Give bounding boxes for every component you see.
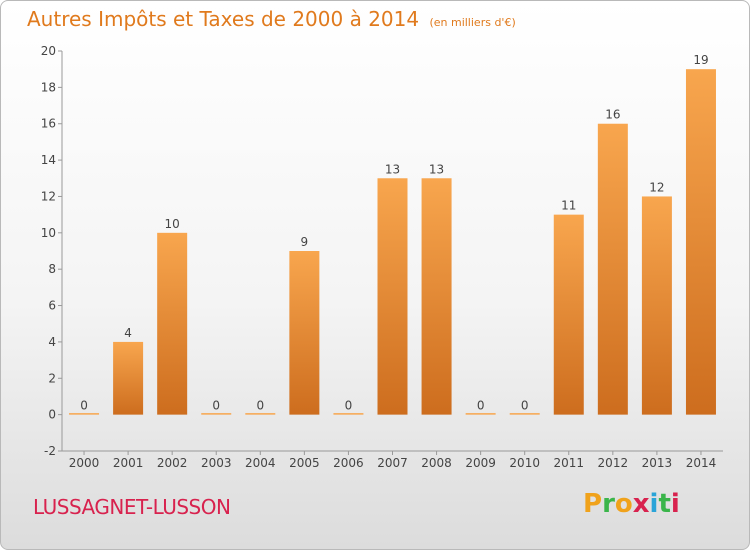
bar-value-label: 19 — [693, 53, 708, 67]
x-tick-label: 2007 — [377, 456, 408, 470]
x-tick-label: 2000 — [69, 456, 100, 470]
x-tick-label: 2014 — [686, 456, 717, 470]
bar-value-label: 0 — [212, 399, 220, 413]
x-tick-label: 2008 — [421, 456, 452, 470]
x-tick-label: 2001 — [113, 456, 144, 470]
x-tick-label: 2009 — [465, 456, 496, 470]
bar — [685, 69, 716, 415]
logo-letter: t — [658, 489, 671, 519]
logo-letter: o — [614, 489, 633, 519]
bar — [289, 251, 320, 415]
bar — [641, 196, 672, 415]
y-tick-label: 8 — [48, 262, 56, 276]
bar — [597, 123, 628, 415]
x-tick-label: 2012 — [598, 456, 629, 470]
y-tick-label: 4 — [48, 335, 56, 349]
logo-letter: i — [649, 489, 659, 519]
y-tick-label: -2 — [44, 444, 56, 458]
bar — [69, 413, 100, 415]
bar — [465, 413, 496, 415]
y-tick-label: 10 — [41, 226, 56, 240]
bar-value-label: 16 — [605, 108, 620, 122]
axes: -2 0 2 4 6 8 10 12 14 16 18 20 2000 2001 2002 2003 2004 2… — [41, 44, 723, 470]
bar — [245, 413, 276, 415]
bar — [377, 178, 408, 415]
y-tick-label: 6 — [48, 299, 56, 313]
bar-value-label: 0 — [521, 399, 529, 413]
bar — [113, 341, 144, 415]
bar-value-label: 11 — [561, 199, 576, 213]
bar-value-label: 4 — [124, 326, 132, 340]
bar-value-label: 13 — [429, 162, 444, 176]
logo-letter: x — [632, 489, 650, 519]
bar-value-label: 13 — [385, 162, 400, 176]
bars: 0 4 10 0 0 9 0 13 13 0 0 11 16 12 19 — [69, 53, 716, 415]
logo-letter: i — [670, 489, 680, 519]
chart-title: Autres Impôts et Taxes de 2000 à 2014 (e… — [27, 7, 516, 31]
bar-value-label: 0 — [345, 399, 353, 413]
bar — [421, 178, 452, 415]
bar — [201, 413, 232, 415]
bar — [157, 232, 188, 415]
bar — [553, 214, 584, 415]
y-tick-label: 16 — [41, 117, 56, 131]
x-tick-label: 2004 — [245, 456, 276, 470]
bar-value-label: 10 — [165, 217, 180, 231]
bar — [509, 413, 540, 415]
chart-title-text: Autres Impôts et Taxes de 2000 à 2014 — [27, 7, 420, 31]
x-tick-label: 2003 — [201, 456, 232, 470]
x-tick-label: 2011 — [553, 456, 584, 470]
bar-value-label: 0 — [256, 399, 264, 413]
y-tick-label: 14 — [41, 153, 56, 167]
bar-value-label: 0 — [477, 399, 485, 413]
y-tick-label: 0 — [48, 408, 56, 422]
y-tick-label: 12 — [41, 189, 56, 203]
logo-letter: P — [583, 489, 603, 519]
bar-value-label: 0 — [80, 399, 88, 413]
x-tick-label: 2010 — [509, 456, 540, 470]
chart-subtitle: (en milliers d'€) — [429, 16, 516, 29]
y-tick-label: 2 — [48, 371, 56, 385]
proxiti-logo: Proxiti — [583, 489, 680, 519]
logo-letter: r — [602, 489, 615, 519]
commune-name: LUSSAGNET-LUSSON — [33, 495, 231, 519]
y-tick-label: 18 — [41, 80, 56, 94]
x-tick-label: 2006 — [333, 456, 364, 470]
bar-value-label: 9 — [301, 235, 309, 249]
y-tick-label: 20 — [41, 44, 56, 58]
x-tick-label: 2005 — [289, 456, 320, 470]
x-tick-label: 2013 — [642, 456, 673, 470]
x-tick-label: 2002 — [157, 456, 188, 470]
bar-value-label: 12 — [649, 180, 664, 194]
bar — [333, 413, 364, 415]
